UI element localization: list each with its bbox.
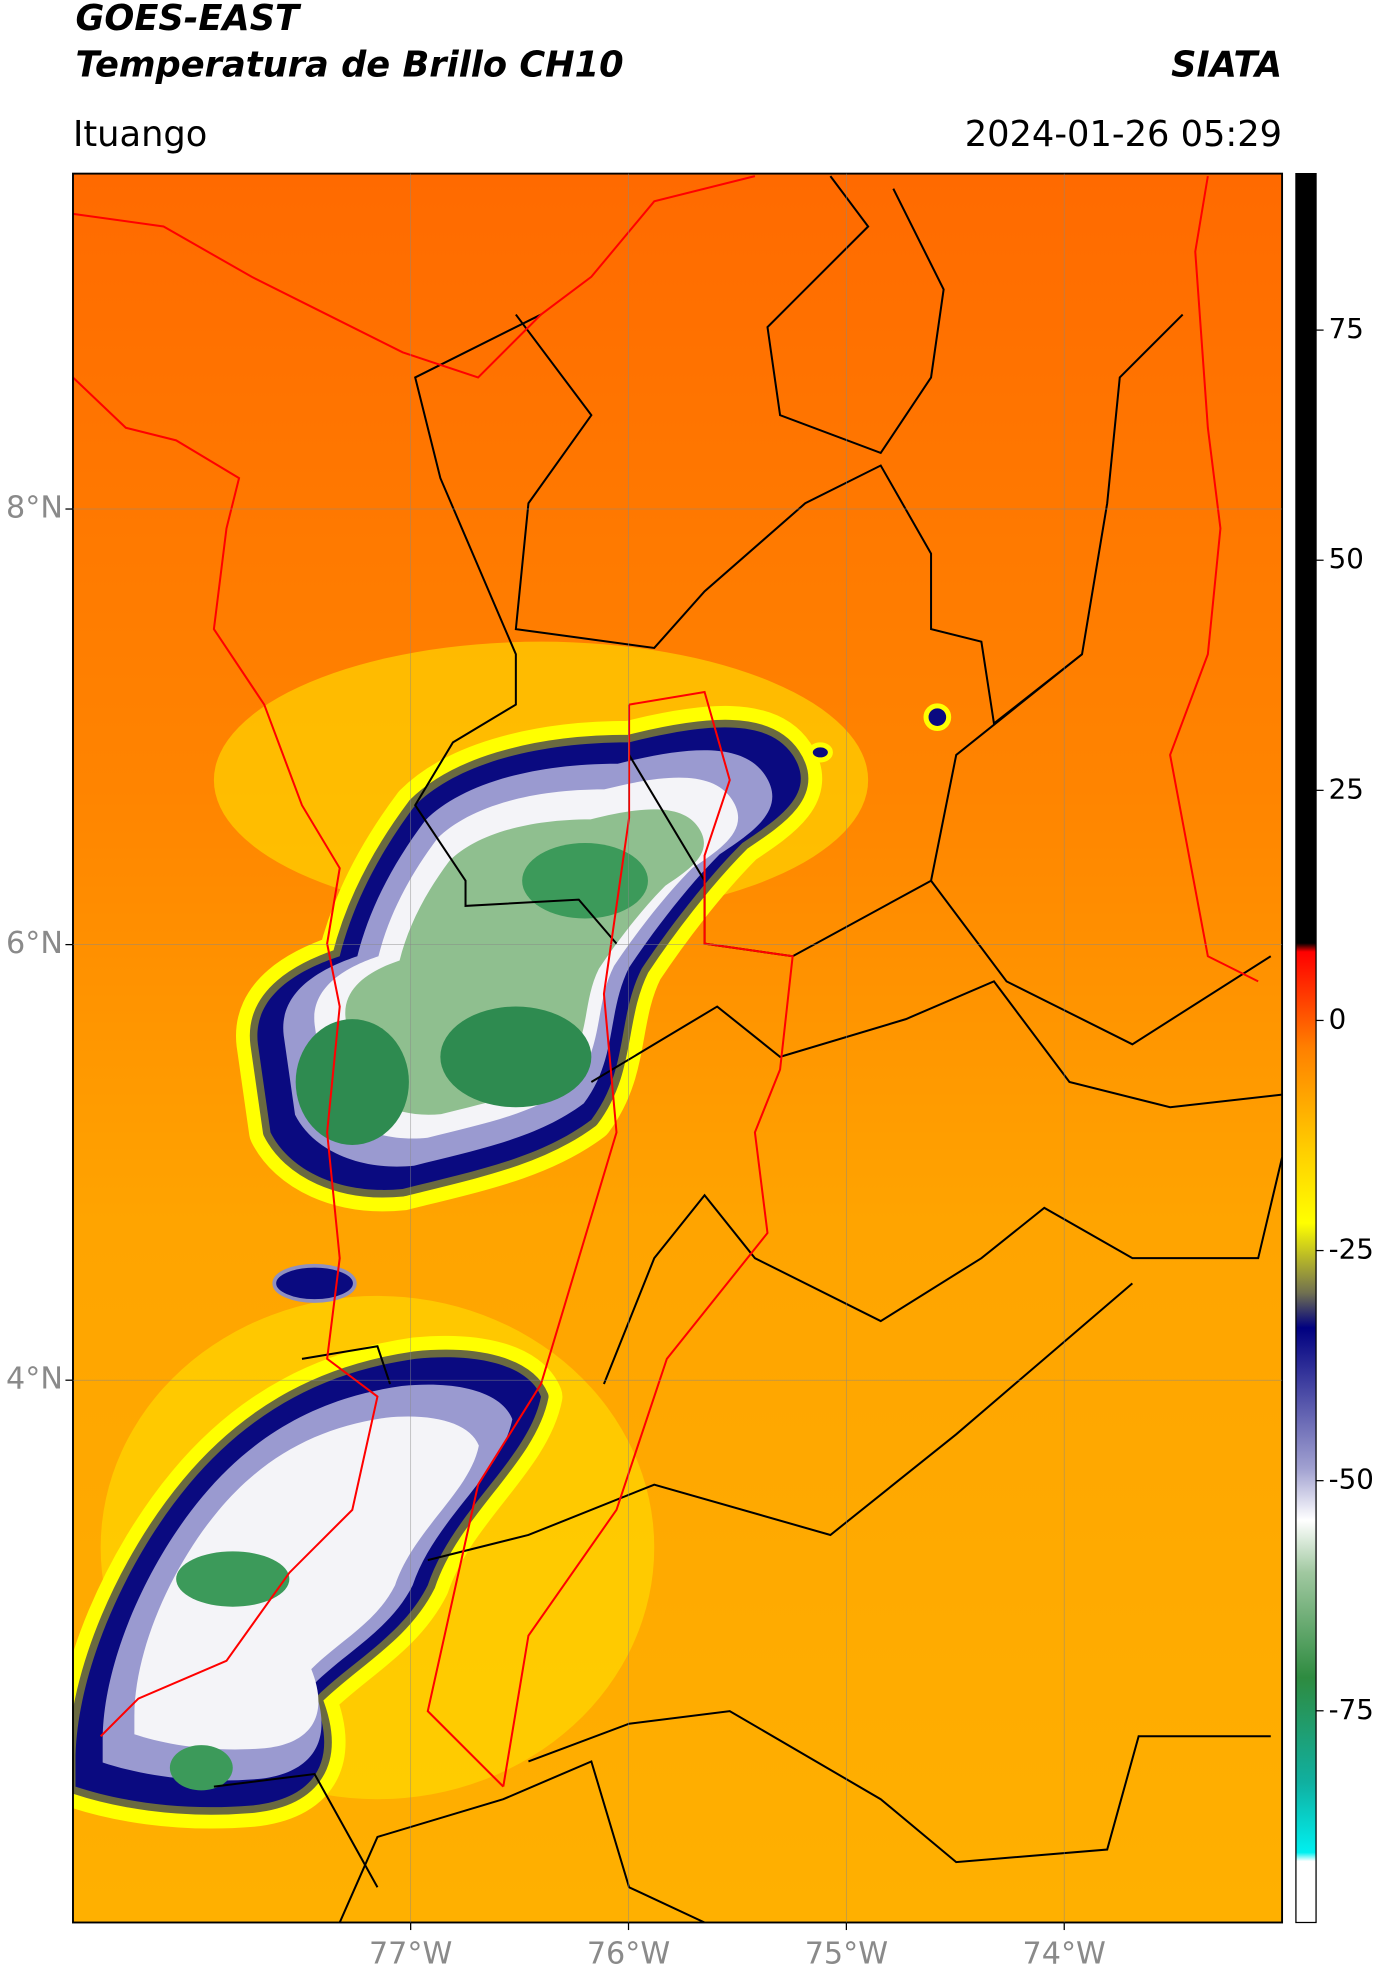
colorbar-tick-label: -25: [1329, 1233, 1374, 1266]
map-frame: [72, 172, 1284, 1924]
colorbar-tick-label: -50: [1329, 1463, 1374, 1496]
coast-lines: [72, 175, 1259, 1788]
satellite: GOES-EAST: [75, 0, 302, 39]
product: Temperatura de Brillo CH10: [75, 45, 623, 86]
colorbar: [1295, 172, 1317, 1924]
lon-tick-label: 75°W: [805, 1937, 888, 1972]
lat-tick-label: 4°N: [6, 1362, 63, 1397]
map-image: [72, 173, 1283, 1923]
source: SIATA: [1171, 45, 1282, 86]
colorbar-tick-label: 0: [1329, 1002, 1347, 1035]
lat-tick-label: 6°N: [6, 926, 63, 961]
lon-tick-label: 74°W: [1023, 1937, 1106, 1972]
colorbar-tick-label: 25: [1329, 772, 1364, 805]
lon-tick-label: 77°W: [369, 1937, 452, 1972]
datetime: 2024-01-26 05:29: [965, 114, 1282, 155]
colorbar-tick-label: 50: [1329, 542, 1364, 575]
colorbar-tick-label: -75: [1329, 1693, 1374, 1726]
location: Ituango: [73, 114, 207, 155]
lon-tick-label: 76°W: [587, 1937, 670, 1972]
lat-tick-label: 8°N: [6, 491, 63, 526]
colorbar-tick-label: 75: [1329, 312, 1364, 345]
